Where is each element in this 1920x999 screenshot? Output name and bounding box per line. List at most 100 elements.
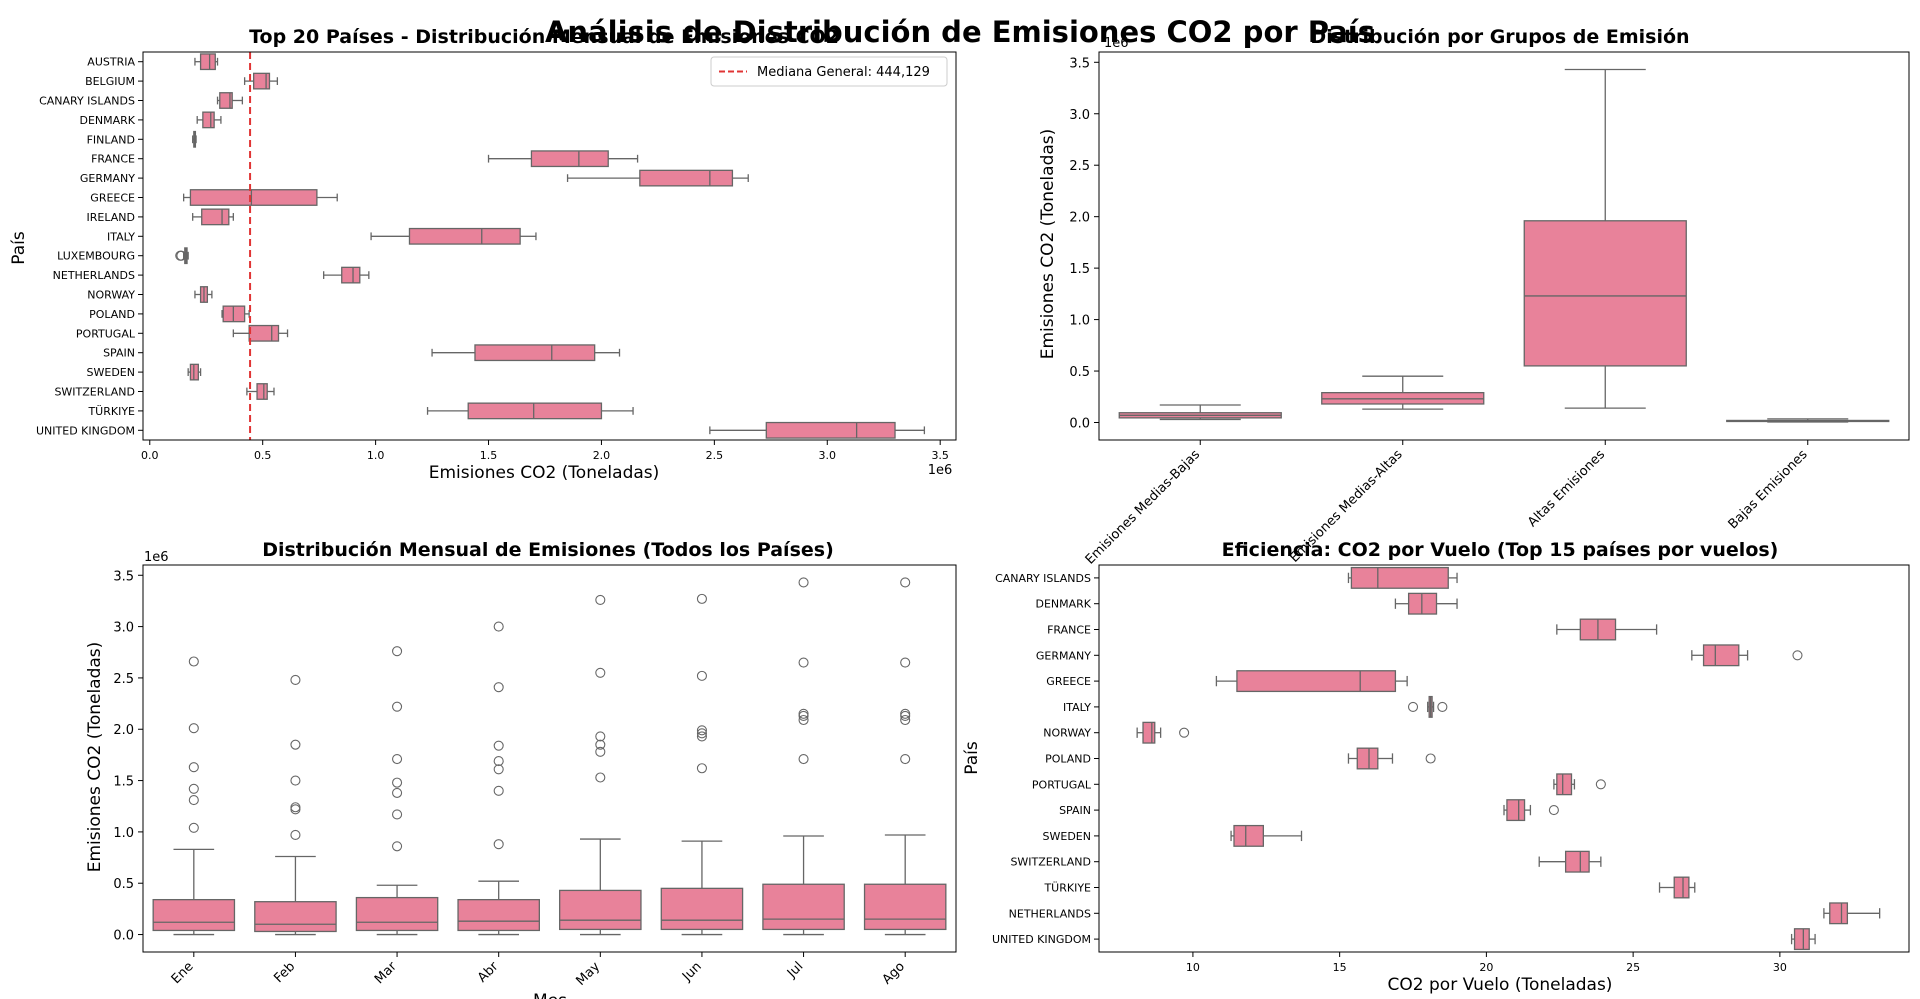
y-tick-label: GREECE: [90, 192, 135, 205]
y-tick-label: DENMARK: [1035, 598, 1091, 611]
y-tick-label: SWITZERLAND: [1010, 856, 1091, 869]
outlier-point: [1407, 701, 1419, 712]
box-eficiencia: [1136, 721, 1190, 744]
y-tick-label: 3.0: [113, 621, 134, 636]
box-eficiencia: [1691, 644, 1803, 667]
box-iqr: [1236, 670, 1397, 693]
figure-suptitle: Análisis de Distribución de Emisiones CO…: [545, 15, 1375, 49]
y-tick-label: PORTUGAL: [76, 327, 136, 340]
outlier-point: [595, 594, 606, 605]
box-iqr: [256, 383, 268, 400]
x-tick-label: Emisiones Medias-Bajas: [1083, 447, 1204, 568]
box-iqr: [408, 227, 521, 245]
outlier-point: [290, 829, 301, 841]
box-top20: [566, 169, 749, 187]
outlier-point: [798, 753, 809, 765]
box-eficiencia: [1538, 850, 1602, 873]
outlier-point: [595, 739, 606, 750]
panel-eficiencia: CANARY ISLANDS DENMARK FRANCE GERMANY GREECE…: [992, 564, 1910, 974]
box-eficiencia: [1347, 747, 1436, 770]
outlier-point: [290, 674, 301, 686]
box-iqr: [457, 898, 540, 932]
outlier-point: [493, 740, 504, 751]
y-axis-label-mensual: Emisiones CO2 (Toneladas): [85, 642, 105, 873]
y-tick-label: ITALY: [1063, 701, 1091, 714]
x-tick-label: 1.5: [480, 449, 498, 462]
outlier-point: [696, 728, 707, 739]
y-tick-label: 2.0: [113, 723, 134, 738]
outlier-point: [595, 667, 606, 678]
box-top20: [370, 227, 537, 245]
x-tick-label: May: [574, 959, 604, 989]
box-iqr: [530, 150, 609, 168]
box-eficiencia: [1215, 670, 1408, 693]
box-grupos: [1118, 404, 1282, 421]
box-mensual: [254, 674, 337, 936]
box-eficiencia: [1347, 566, 1458, 589]
box-top20: [192, 130, 197, 148]
outlier-point: [900, 657, 911, 668]
y-tick-label: 2.0: [1069, 211, 1090, 226]
box-eficiencia: [1556, 618, 1658, 641]
box-top20: [194, 53, 219, 71]
outlier-point: [392, 809, 403, 820]
box-top20: [243, 72, 279, 90]
outlier-point: [696, 731, 707, 742]
outlier-point: [392, 753, 403, 765]
outlier-point: [1595, 779, 1606, 790]
axes-frame: [142, 564, 957, 953]
y-axis-label-eficiencia: País: [962, 741, 982, 775]
y-tick-label: UNITED KINGDOM: [992, 933, 1091, 946]
y-tick-label: FRANCE: [1047, 624, 1091, 637]
box-top20: [221, 305, 250, 323]
y-tick-label: GERMANY: [1036, 649, 1091, 662]
outlier-point: [290, 804, 301, 815]
y-tick-label: 1.5: [113, 775, 134, 790]
y-tick-label: PORTUGAL: [1032, 778, 1092, 791]
y-tick-label: ITALY: [107, 230, 135, 243]
y-tick-label: IRELAND: [87, 211, 135, 224]
outlier-point: [290, 739, 301, 750]
x-tick-label: Feb: [271, 959, 298, 986]
y-tick-label: POLAND: [1045, 753, 1091, 766]
box-eficiencia: [1503, 799, 1559, 822]
box-eficiencia: [1790, 928, 1816, 951]
x-tick-label: 25: [1626, 961, 1640, 974]
outlier-point: [1548, 805, 1559, 816]
x-tick-label: Bajas Emisiones: [1726, 447, 1811, 532]
box-grupos: [1726, 418, 1890, 423]
y-tick-label: GERMANY: [80, 172, 135, 185]
outlier-point: [493, 839, 504, 850]
y-tick-label: 1.0: [1069, 314, 1090, 329]
x-tick-label: 20: [1479, 961, 1493, 974]
legend: Mediana General: 444,129: [710, 56, 948, 87]
box-mensual: [152, 656, 236, 936]
outlier-point: [595, 746, 606, 757]
box-iqr: [1829, 902, 1849, 925]
panel-mensual: Ene Feb Mar Abr May Jun Jul Ago 0.0 0.5 1.0 1.5 2.0 2…: [113, 564, 957, 989]
outlier-point: [1437, 701, 1448, 712]
box-top20: [196, 111, 222, 129]
y-tick-label: NETHERLANDS: [1009, 907, 1091, 920]
y-tick-label: 0.5: [113, 877, 134, 892]
x-tick-label: 1.0: [367, 449, 385, 462]
outlier-point: [392, 777, 403, 788]
box-iqr: [1556, 773, 1573, 796]
box-iqr: [559, 889, 642, 931]
box-iqr: [762, 883, 845, 931]
box-iqr: [355, 896, 439, 932]
outlier-point: [392, 841, 403, 852]
outlier-point: [290, 802, 301, 813]
panel-title-top20: Top 20 Países - Distribución Mensual de …: [249, 26, 839, 48]
box-iqr: [219, 92, 233, 109]
outlier-point: [798, 577, 809, 588]
y-tick-label: 3.5: [1069, 56, 1090, 71]
y-tick-label: 0.5: [1069, 365, 1090, 380]
outlier-point: [798, 708, 809, 719]
box-mensual: [660, 593, 744, 936]
y-tick-label: CANARY ISLANDS: [39, 95, 135, 108]
outlier-point: [188, 762, 199, 773]
outlier-point: [696, 593, 707, 604]
box-iqr: [199, 53, 216, 71]
